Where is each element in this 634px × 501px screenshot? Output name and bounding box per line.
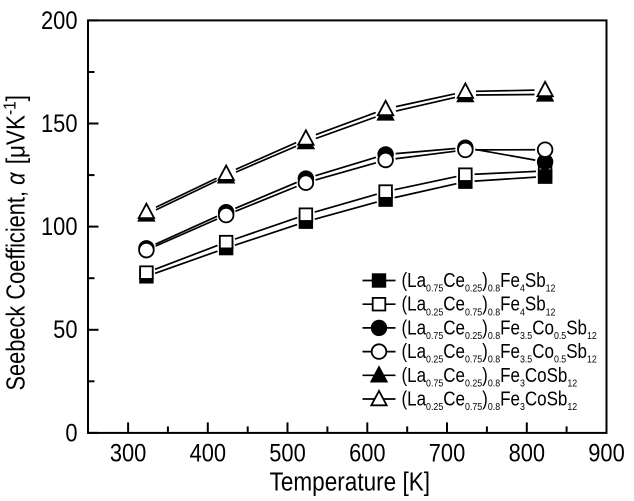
svg-text:200: 200 xyxy=(41,6,77,34)
svg-text:100: 100 xyxy=(41,213,77,241)
svg-text:Seebeck Coefficient, α: Seebeck Coefficient, α xyxy=(3,171,31,390)
svg-text:50: 50 xyxy=(53,316,77,344)
svg-text:150: 150 xyxy=(41,110,77,138)
svg-text:500: 500 xyxy=(269,439,305,467)
svg-text:300: 300 xyxy=(110,439,146,467)
svg-text:0: 0 xyxy=(65,419,77,447)
svg-text:600: 600 xyxy=(349,439,385,467)
svg-text:[μVK-1]: [μVK-1] xyxy=(0,95,30,164)
svg-text:900: 900 xyxy=(588,439,624,467)
svg-text:400: 400 xyxy=(190,439,226,467)
svg-text:Temperature [K]: Temperature [K] xyxy=(270,468,430,497)
svg-text:800: 800 xyxy=(509,439,545,467)
svg-text:700: 700 xyxy=(429,439,465,467)
